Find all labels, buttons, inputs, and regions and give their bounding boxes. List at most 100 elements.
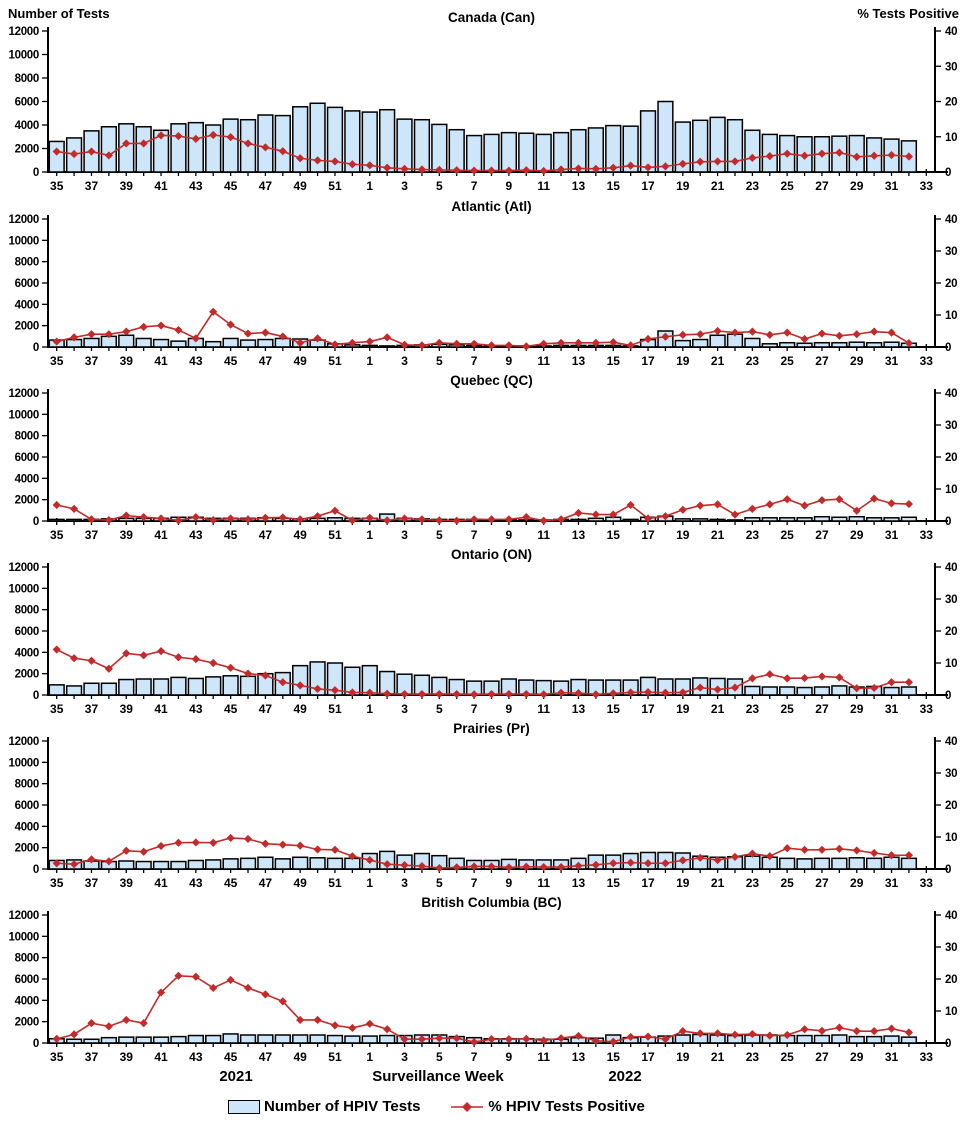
svg-text:19: 19 <box>676 179 690 193</box>
svg-text:33: 33 <box>920 876 934 890</box>
chart-panel-prairies-pr: Prairies (Pr)020004000600080001000012000… <box>9 721 958 890</box>
svg-text:37: 37 <box>85 179 99 193</box>
svg-text:41: 41 <box>154 702 168 716</box>
panel-title: Prairies (Pr) <box>453 721 530 736</box>
svg-text:2000: 2000 <box>15 1017 39 1029</box>
panel-title: Ontario (ON) <box>451 547 532 562</box>
svg-text:51: 51 <box>328 702 342 716</box>
svg-text:11: 11 <box>537 528 550 542</box>
chart-panel-quebec-qc: Quebec (QC) 0 2000 4000 6000 8000 10000 12000 0 1… <box>9 373 958 542</box>
svg-text:0: 0 <box>33 167 39 179</box>
y-axis-left: 0 2000 4000 6000 8000 10000 12000 <box>9 388 48 528</box>
svg-text:19: 19 <box>676 876 690 890</box>
panel-title: Atlantic (Atl) <box>451 199 531 214</box>
y-axis-right: 0 10 20 30 40 <box>935 214 958 354</box>
svg-text:17: 17 <box>641 876 655 890</box>
svg-text:49: 49 <box>294 702 308 716</box>
svg-text:31: 31 <box>885 876 899 890</box>
svg-text:40: 40 <box>945 26 957 38</box>
svg-text:20: 20 <box>945 800 957 812</box>
svg-text:19: 19 <box>676 1050 690 1064</box>
svg-text:13: 13 <box>572 354 586 368</box>
svg-text:12000: 12000 <box>9 736 39 748</box>
svg-text:39: 39 <box>120 354 134 368</box>
svg-text:8000: 8000 <box>15 257 39 269</box>
svg-text:21: 21 <box>711 1050 725 1064</box>
svg-text:0: 0 <box>945 864 951 876</box>
svg-text:41: 41 <box>154 354 168 368</box>
x-axis: 35 37 39 41 43 45 47 49 51 1 3 5 7 9 11 13 15 17 19 21 23 25 2… <box>50 866 933 890</box>
svg-text:41: 41 <box>154 1050 168 1064</box>
percent-positive-line <box>52 130 914 176</box>
svg-text:9: 9 <box>506 702 513 716</box>
svg-text:51: 51 <box>328 876 342 890</box>
svg-text:43: 43 <box>189 179 203 193</box>
svg-text:8000: 8000 <box>15 431 39 443</box>
svg-text:13: 13 <box>572 702 586 716</box>
svg-text:12000: 12000 <box>9 910 39 922</box>
svg-text:35: 35 <box>50 528 64 542</box>
svg-text:43: 43 <box>189 528 203 542</box>
y-axis-right: 0 10 20 30 40 <box>935 736 958 876</box>
svg-text:21: 21 <box>711 876 725 890</box>
bar-legend-label: Number of HPIV Tests <box>264 1098 421 1115</box>
svg-text:30: 30 <box>945 594 957 606</box>
svg-text:6000: 6000 <box>15 626 39 638</box>
svg-text:4000: 4000 <box>15 120 39 132</box>
svg-text:35: 35 <box>50 179 64 193</box>
svg-text:49: 49 <box>294 354 308 368</box>
svg-text:7: 7 <box>471 179 478 193</box>
svg-text:29: 29 <box>850 1050 864 1064</box>
svg-text:0: 0 <box>945 342 951 354</box>
percent-positive-line <box>52 971 914 1047</box>
svg-text:10000: 10000 <box>9 757 39 769</box>
y-axis-left: 0 2000 4000 6000 8000 10000 12000 <box>9 562 48 702</box>
svg-text:13: 13 <box>572 179 586 193</box>
svg-text:35: 35 <box>50 1050 64 1064</box>
svg-text:8000: 8000 <box>15 605 39 617</box>
test-count-bars <box>48 661 918 696</box>
svg-text:7: 7 <box>471 702 478 716</box>
svg-text:27: 27 <box>815 702 829 716</box>
svg-text:30: 30 <box>945 942 957 954</box>
svg-text:3: 3 <box>401 1050 408 1064</box>
svg-text:20: 20 <box>945 278 957 290</box>
svg-text:33: 33 <box>920 179 934 193</box>
svg-text:17: 17 <box>641 179 655 193</box>
bar-legend-swatch <box>228 1099 260 1114</box>
y-axis-left: 0 2000 4000 6000 8000 10000 12000 <box>9 736 48 876</box>
panel-title: Quebec (QC) <box>450 373 533 388</box>
svg-text:3: 3 <box>401 528 408 542</box>
svg-text:27: 27 <box>815 528 829 542</box>
svg-text:23: 23 <box>746 1050 760 1064</box>
svg-text:4000: 4000 <box>15 821 39 833</box>
svg-text:4000: 4000 <box>15 647 39 659</box>
svg-text:15: 15 <box>607 1050 621 1064</box>
svg-text:7: 7 <box>471 354 478 368</box>
svg-text:1: 1 <box>366 179 373 193</box>
y-axis-right: 0 10 20 30 40 <box>935 26 958 179</box>
svg-text:5: 5 <box>436 179 443 193</box>
svg-text:1: 1 <box>366 528 373 542</box>
legend-item-positive: % HPIV Tests Positive <box>450 1098 645 1115</box>
svg-text:7: 7 <box>471 528 478 542</box>
svg-text:3: 3 <box>401 354 408 368</box>
svg-text:1: 1 <box>366 702 373 716</box>
svg-text:51: 51 <box>328 528 342 542</box>
y-axis-right: 0 10 20 30 40 <box>935 562 958 702</box>
svg-text:51: 51 <box>328 1050 342 1064</box>
svg-text:10: 10 <box>945 1006 957 1018</box>
y-axis-right: 0 10 20 30 40 <box>935 388 958 528</box>
svg-text:25: 25 <box>780 876 794 890</box>
svg-text:39: 39 <box>120 1050 134 1064</box>
svg-text:49: 49 <box>294 1050 308 1064</box>
svg-text:30: 30 <box>945 420 957 432</box>
svg-text:27: 27 <box>815 876 829 890</box>
year-2022-label: 2022 <box>608 1068 642 1085</box>
svg-text:51: 51 <box>328 179 342 193</box>
chart-panel-british-columbia-bc: British Columbia (BC)0200040006000800010… <box>9 895 958 1064</box>
svg-text:10: 10 <box>945 310 957 322</box>
svg-text:17: 17 <box>641 354 655 368</box>
svg-text:27: 27 <box>815 1050 829 1064</box>
